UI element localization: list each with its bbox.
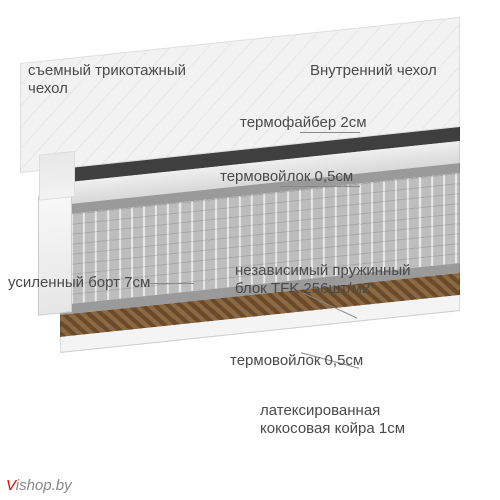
label-thermofelt-top: термовойлок 0,5см [220,168,353,186]
label-removable-cover: съемный трикотажный чехол [28,62,186,97]
leader-line [300,132,360,133]
label-thermofelt-bottom: термовойлок 0,5см [230,352,363,370]
watermark-prefix: V [6,477,16,494]
label-spring-block: независимый пружинный блок TFK 256шт/м2 [235,262,411,297]
leader-line [280,186,360,187]
mattress-illustration [20,40,480,440]
label-reinforced-border: усиленный борт 7см [8,274,150,292]
watermark-rest: ishop.by [16,477,72,494]
label-inner-cover: Внутренний чехол [310,62,437,80]
layer-reinforced-border [38,192,72,316]
label-thermofiber: термофайбер 2см [240,114,367,132]
label-coir: латексированная кокосовая койра 1см [260,402,405,437]
mattress-cutaway-diagram: съемный трикотажный чехол Внутренний чех… [0,0,500,500]
watermark: Vishop.by [6,477,72,494]
leader-line [150,283,194,284]
